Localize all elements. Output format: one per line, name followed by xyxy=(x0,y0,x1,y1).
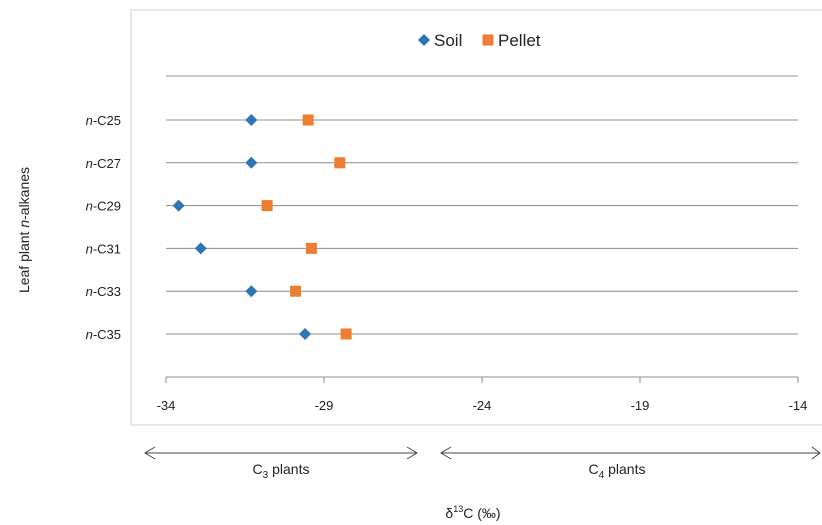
pellet-point xyxy=(261,200,273,212)
category-label: n-C31 xyxy=(86,241,121,256)
soil-legend-marker xyxy=(418,34,430,46)
x-tick-label: -24 xyxy=(473,398,492,413)
soil-point xyxy=(172,199,185,212)
x-axis: -34 -29 -24 -19 -14 xyxy=(157,376,808,413)
category-label: n-C33 xyxy=(86,284,121,299)
c3-range-label: C3 plants xyxy=(253,461,310,481)
pellet-point xyxy=(302,114,314,126)
x-tick-label: -34 xyxy=(157,398,176,413)
pellet-point xyxy=(290,285,302,297)
photosynthesis-ranges: C3 plants C4 plants xyxy=(144,446,821,481)
x-axis-title: δ13C (‰) xyxy=(445,504,500,521)
x-tick-label: -14 xyxy=(789,398,808,413)
data-points xyxy=(172,114,352,340)
category-labels: n-C25 n-C27 n-C29 n-C31 n-C33 n-C35 xyxy=(86,113,121,342)
c4-range-arrow xyxy=(440,446,821,460)
pellet-point xyxy=(340,328,352,340)
plot-frame xyxy=(130,9,822,426)
soil-point xyxy=(194,242,207,255)
soil-point xyxy=(245,114,258,126)
category-label: n-C25 xyxy=(86,113,121,128)
category-label: n-C27 xyxy=(86,156,121,171)
x-tick-label: -19 xyxy=(631,398,650,413)
category-label: n-C35 xyxy=(86,327,121,342)
soil-point xyxy=(299,328,312,340)
soil-point xyxy=(245,285,258,298)
soil-point xyxy=(245,156,258,169)
legend: Soil Pellet xyxy=(418,31,541,50)
pellet-legend-label: Pellet xyxy=(498,31,541,50)
c4-range-label: C4 plants xyxy=(589,461,646,481)
y-axis-title: Leaf plant n-alkanes xyxy=(16,167,32,293)
c3-range-arrow xyxy=(144,446,418,460)
pellet-point xyxy=(305,242,317,254)
category-label: n-C29 xyxy=(86,199,121,214)
soil-legend-label: Soil xyxy=(434,31,462,50)
pellet-point xyxy=(334,157,346,169)
pellet-legend-marker xyxy=(482,34,494,46)
grid-lines xyxy=(166,75,798,335)
x-tick-label: -29 xyxy=(315,398,334,413)
